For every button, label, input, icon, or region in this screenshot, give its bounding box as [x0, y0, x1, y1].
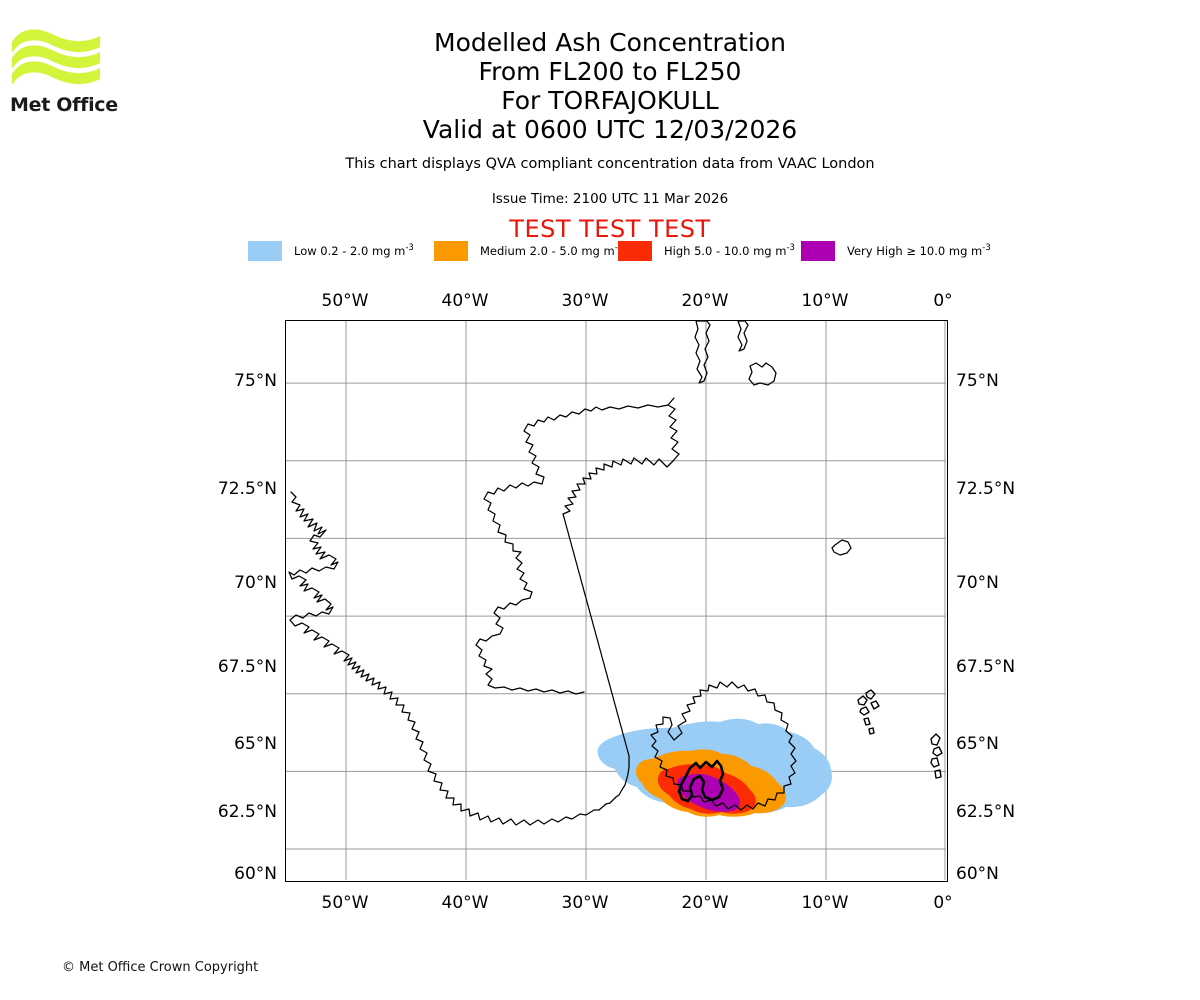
legend-swatch-high	[618, 241, 652, 261]
map-canvas	[286, 321, 946, 880]
legend-swatch-low	[248, 241, 282, 261]
copyright-notice: © Met Office Crown Copyright	[62, 960, 259, 975]
x-tick-bottom-20w: 20°W	[681, 893, 729, 913]
map-gridlines	[286, 321, 946, 880]
y-tick-left-75n: 75°N	[234, 371, 277, 391]
coastline-island-north-b	[748, 362, 777, 386]
coastline-greenland-north	[694, 321, 711, 384]
y-tick-left-675n: 67.5°N	[217, 657, 277, 677]
y-tick-right-625n: 62.5°N	[956, 802, 1016, 822]
qva-note: This chart displays QVA compliant concen…	[345, 156, 875, 172]
legend-item-medium: Medium 2.0 - 5.0 mg m-3	[434, 240, 623, 262]
coastline-greenland	[288, 491, 630, 826]
x-tick-bottom-50w: 50°W	[321, 893, 369, 913]
y-tick-right-70n: 70°N	[956, 573, 999, 593]
x-tick-bottom-30w: 30°W	[561, 893, 609, 913]
legend-swatch-very-high	[801, 241, 835, 261]
met-office-wordmark: Met Office	[10, 94, 118, 116]
issue-time: Issue Time: 2100 UTC 11 Mar 2026	[491, 191, 729, 207]
coastline-jan-mayen	[831, 539, 852, 556]
legend-label-low: Low 0.2 - 2.0 mg m-3	[294, 243, 414, 258]
y-tick-right-675n: 67.5°N	[956, 657, 1016, 677]
legend-swatch-medium	[434, 241, 468, 261]
y-tick-left-65n: 65°N	[234, 734, 277, 754]
x-tick-bottom-40w: 40°W	[441, 893, 489, 913]
y-tick-right-60n: 60°N	[956, 864, 999, 884]
volcano-name: For TORFAJOKULL	[501, 86, 719, 115]
legend-item-high: High 5.0 - 10.0 mg m-3	[618, 240, 795, 262]
y-tick-right-65n: 65°N	[956, 734, 999, 754]
x-tick-top-50w: 50°W	[321, 291, 369, 311]
coastline-greenland-northeast	[475, 397, 680, 695]
valid-time: Valid at 0600 UTC 12/03/2026	[422, 115, 798, 144]
coastline-island-north-a	[737, 321, 749, 352]
legend-label-medium: Medium 2.0 - 5.0 mg m-3	[480, 244, 623, 258]
concentration-legend: Low 0.2 - 2.0 mg m-3 Medium 2.0 - 5.0 mg…	[248, 240, 993, 262]
x-tick-top-30w: 30°W	[561, 291, 609, 311]
x-tick-top-20w: 20°W	[681, 291, 729, 311]
y-tick-right-725n: 72.5°N	[956, 479, 1016, 499]
coastline-faroe-islands	[857, 689, 880, 735]
legend-label-very-high: Very High ≥ 10.0 mg m-3	[847, 243, 991, 258]
page-title: Modelled Ash Concentration	[434, 28, 786, 57]
ash-plume	[597, 718, 832, 817]
y-tick-left-70n: 70°N	[234, 573, 277, 593]
met-office-logo: Met Office	[10, 22, 130, 117]
y-tick-left-625n: 62.5°N	[217, 802, 277, 822]
flight-level-range: From FL200 to FL250	[478, 57, 742, 86]
x-tick-top-10w: 10°W	[801, 291, 849, 311]
test-banner: TEST TEST TEST	[509, 215, 711, 243]
ash-concentration-map[interactable]	[285, 320, 948, 882]
x-tick-top-0: 0°	[933, 291, 953, 311]
legend-label-high: High 5.0 - 10.0 mg m-3	[664, 243, 795, 258]
x-tick-bottom-10w: 10°W	[801, 893, 849, 913]
legend-item-very-high: Very High ≥ 10.0 mg m-3	[801, 240, 991, 262]
legend-item-low: Low 0.2 - 2.0 mg m-3	[248, 240, 414, 262]
met-office-waves-icon	[12, 29, 100, 85]
glacier-outline-torfajokull	[677, 759, 725, 803]
coastline-greenland-east	[562, 457, 674, 515]
y-tick-left-60n: 60°N	[234, 864, 277, 884]
y-tick-right-75n: 75°N	[956, 371, 999, 391]
x-tick-top-40w: 40°W	[441, 291, 489, 311]
coastlines	[288, 321, 943, 826]
coastline-shetland-islands	[930, 733, 943, 779]
x-tick-bottom-0: 0°	[933, 893, 953, 913]
y-tick-left-725n: 72.5°N	[217, 479, 277, 499]
coastline-iceland	[650, 681, 797, 811]
chart-title-block: Modelled Ash Concentration From FL200 to…	[130, 28, 1090, 144]
